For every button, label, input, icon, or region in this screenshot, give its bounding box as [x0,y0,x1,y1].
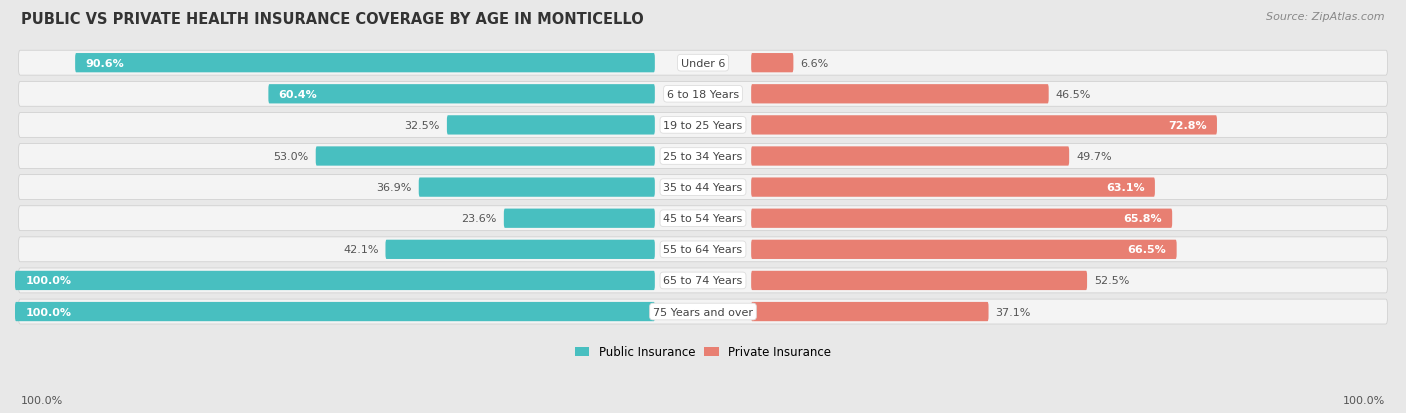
FancyBboxPatch shape [385,240,655,259]
FancyBboxPatch shape [751,209,1173,228]
FancyBboxPatch shape [18,206,1388,231]
FancyBboxPatch shape [503,209,655,228]
Text: 55 to 64 Years: 55 to 64 Years [664,245,742,255]
FancyBboxPatch shape [447,116,655,135]
FancyBboxPatch shape [18,144,1388,169]
FancyBboxPatch shape [751,54,793,73]
FancyBboxPatch shape [18,175,1388,200]
Text: 6 to 18 Years: 6 to 18 Years [666,90,740,100]
FancyBboxPatch shape [751,178,1154,197]
FancyBboxPatch shape [751,302,988,321]
FancyBboxPatch shape [751,271,1087,290]
FancyBboxPatch shape [15,302,655,321]
Text: 46.5%: 46.5% [1056,90,1091,100]
Text: 72.8%: 72.8% [1168,121,1206,131]
Text: 23.6%: 23.6% [461,214,496,224]
Text: 6.6%: 6.6% [800,59,828,69]
Text: Source: ZipAtlas.com: Source: ZipAtlas.com [1267,12,1385,22]
FancyBboxPatch shape [751,147,1069,166]
FancyBboxPatch shape [269,85,655,104]
Text: 32.5%: 32.5% [405,121,440,131]
Text: 19 to 25 Years: 19 to 25 Years [664,121,742,131]
FancyBboxPatch shape [751,85,1049,104]
Text: 53.0%: 53.0% [274,152,309,161]
Text: 25 to 34 Years: 25 to 34 Years [664,152,742,161]
FancyBboxPatch shape [18,237,1388,262]
Text: 45 to 54 Years: 45 to 54 Years [664,214,742,224]
FancyBboxPatch shape [75,54,655,73]
Text: 35 to 44 Years: 35 to 44 Years [664,183,742,192]
Text: 100.0%: 100.0% [1343,395,1385,405]
Text: 37.1%: 37.1% [995,307,1031,317]
Text: 65 to 74 Years: 65 to 74 Years [664,276,742,286]
Text: 42.1%: 42.1% [343,245,378,255]
Text: 100.0%: 100.0% [21,395,63,405]
Text: 52.5%: 52.5% [1094,276,1129,286]
Text: 65.8%: 65.8% [1123,214,1161,224]
FancyBboxPatch shape [751,240,1177,259]
FancyBboxPatch shape [18,299,1388,324]
Text: 49.7%: 49.7% [1076,152,1112,161]
Text: 90.6%: 90.6% [86,59,124,69]
Text: PUBLIC VS PRIVATE HEALTH INSURANCE COVERAGE BY AGE IN MONTICELLO: PUBLIC VS PRIVATE HEALTH INSURANCE COVER… [21,12,644,27]
Text: 75 Years and over: 75 Years and over [652,307,754,317]
Text: 100.0%: 100.0% [25,276,72,286]
Text: 66.5%: 66.5% [1128,245,1167,255]
FancyBboxPatch shape [419,178,655,197]
Text: 60.4%: 60.4% [278,90,318,100]
FancyBboxPatch shape [18,268,1388,293]
FancyBboxPatch shape [18,51,1388,76]
FancyBboxPatch shape [15,271,655,290]
Text: 100.0%: 100.0% [25,307,72,317]
Text: 63.1%: 63.1% [1107,183,1144,192]
FancyBboxPatch shape [751,116,1218,135]
FancyBboxPatch shape [316,147,655,166]
Text: Under 6: Under 6 [681,59,725,69]
Text: 36.9%: 36.9% [377,183,412,192]
FancyBboxPatch shape [18,82,1388,107]
Legend: Public Insurance, Private Insurance: Public Insurance, Private Insurance [571,341,835,363]
FancyBboxPatch shape [18,113,1388,138]
